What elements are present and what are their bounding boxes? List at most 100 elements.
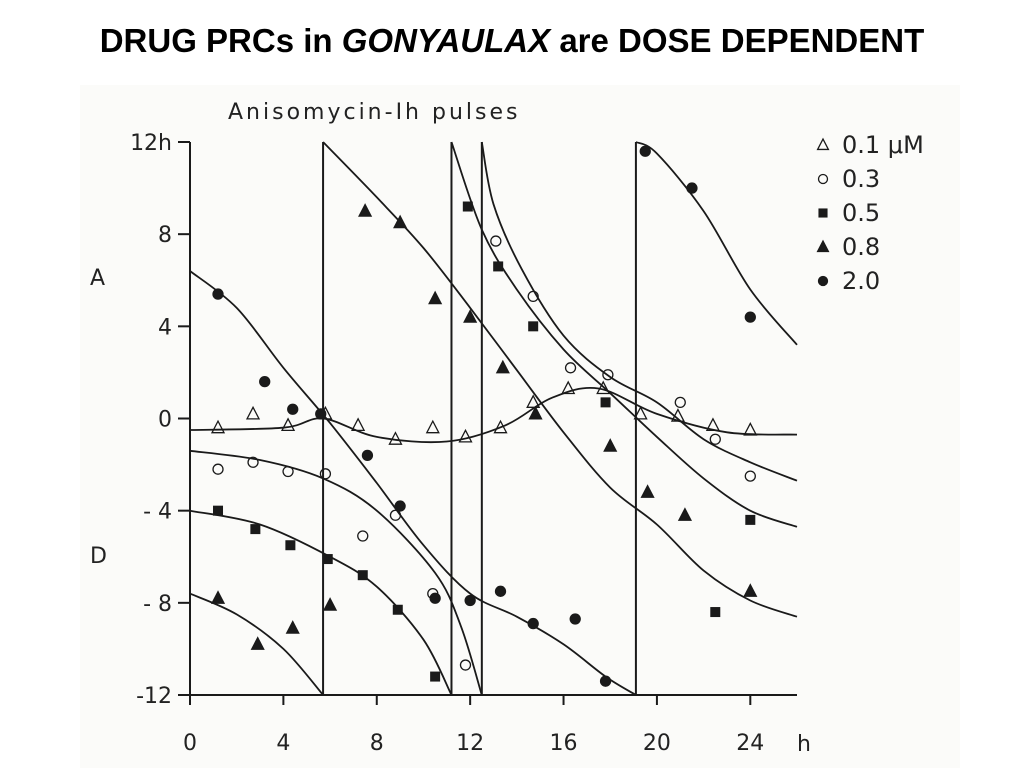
y-tick-label: 8 (158, 223, 172, 248)
data-point-series-2 (213, 505, 224, 516)
y-tick-label: -12 (136, 684, 172, 709)
data-point-series-2 (322, 554, 333, 565)
data-point-series-1 (459, 659, 472, 671)
data-point-series-3 (250, 636, 265, 650)
data-point-series-0 (210, 419, 226, 434)
phase-response-chart: Anisomycin-Ih pulses A D h 12h 8 4 0 - 4 - 8 -… (90, 100, 924, 757)
x-tick-label: 0 (183, 731, 197, 756)
title-italic: GONYAULAX (341, 22, 551, 59)
data-point-series-4 (394, 500, 406, 512)
fit-curve-series-2 (450, 141, 798, 528)
data-point-series-0 (526, 394, 541, 408)
legend-marker-4 (817, 275, 829, 287)
data-point-series-4 (315, 408, 327, 420)
x-tick-label: 8 (370, 731, 384, 756)
data-point-series-0 (351, 417, 366, 432)
data-point-series-3 (323, 597, 338, 611)
legend-label-3: 0.8 (842, 233, 880, 261)
data-point-series-3 (463, 309, 478, 323)
data-point-series-1 (564, 362, 577, 374)
x-tick-label: 24 (736, 731, 764, 756)
data-point-series-4 (527, 617, 539, 630)
data-point-series-1 (490, 235, 502, 247)
figure-panel: Anisomycin-Ih pulses A D h 12h 8 4 0 - 4 - 8 -… (80, 85, 960, 768)
x-axis-label: h (797, 732, 811, 757)
data-point-series-1 (674, 396, 686, 409)
data-point-series-2 (392, 604, 403, 615)
data-point-series-4 (212, 288, 224, 300)
x-tick-label: 20 (643, 731, 671, 756)
data-point-series-3 (210, 590, 226, 604)
data-point-series-3 (358, 203, 373, 217)
y-tick-label: 0 (158, 408, 172, 433)
data-point-series-0 (561, 380, 576, 395)
data-point-series-0 (633, 405, 648, 420)
data-point-series-3 (285, 620, 300, 634)
data-point-series-4 (599, 675, 612, 687)
data-point-series-0 (458, 428, 473, 443)
data-point-series-4 (569, 613, 581, 625)
data-point-series-3 (743, 583, 758, 597)
data-point-series-4 (686, 182, 698, 194)
fit-curve-series-2 (189, 509, 453, 696)
data-point-series-3 (603, 438, 618, 452)
data-point-series-1 (744, 470, 756, 482)
fit-curve-series-1 (480, 141, 798, 482)
data-point-series-2 (462, 201, 473, 212)
data-points (210, 145, 758, 687)
fit-curve-series-0 (189, 386, 798, 444)
fit-curve-series-1 (189, 449, 483, 696)
data-point-series-1 (389, 509, 402, 521)
fit-curve-series-4 (635, 141, 798, 346)
data-point-series-0 (425, 419, 440, 434)
data-point-series-3 (640, 484, 655, 498)
legend-label-1: 0.3 (842, 165, 880, 193)
data-point-series-3 (677, 507, 693, 521)
fit-curve-series-4 (189, 270, 637, 696)
data-point-series-2 (285, 540, 296, 551)
axes: 12h 8 4 0 - 4 - 8 -12 0 4 8 12 16 20 24 (130, 131, 797, 756)
data-point-series-2 (493, 261, 504, 272)
legend-label-4: 2.0 (842, 267, 880, 295)
data-point-series-0 (670, 408, 686, 422)
data-point-series-1 (282, 465, 294, 478)
fit-curve-series-3 (189, 592, 324, 696)
data-point-series-0 (388, 431, 403, 445)
y-tick-label: 12h (130, 131, 172, 156)
slide-title: DRUG PRCs in GONYAULAX are DOSE DEPENDEN… (0, 22, 1024, 60)
data-point-series-4 (429, 592, 441, 604)
legend-label-2: 0.5 (842, 199, 880, 227)
data-point-series-4 (259, 375, 271, 388)
data-point-series-3 (393, 214, 408, 229)
legend-marker-1 (817, 173, 829, 185)
data-point-series-0 (245, 405, 261, 420)
x-tick-label: 4 (276, 731, 290, 756)
fitted-curves (189, 141, 798, 696)
legend: 0.1 μM 0.3 0.5 0.8 2.0 (816, 131, 924, 295)
data-point-series-2 (357, 570, 368, 581)
data-point-series-1 (357, 530, 369, 542)
data-point-series-2 (250, 524, 261, 535)
data-point-series-0 (743, 422, 758, 436)
delay-label: D (90, 544, 107, 569)
data-point-series-4 (464, 594, 476, 607)
data-point-series-2 (528, 321, 539, 332)
data-point-series-1 (212, 463, 224, 475)
data-point-series-0 (596, 380, 611, 395)
data-point-series-2 (600, 397, 611, 408)
x-tick-label: 12 (456, 731, 484, 756)
data-point-series-3 (495, 359, 510, 374)
x-tick-label: 16 (550, 731, 578, 756)
data-point-series-1 (527, 290, 539, 303)
title-part1: DRUG PRCs in (99, 22, 342, 59)
data-point-series-1 (319, 468, 332, 480)
data-point-series-0 (705, 417, 721, 432)
data-point-series-0 (280, 417, 296, 432)
advance-label: A (90, 266, 105, 291)
data-point-series-1 (602, 369, 614, 381)
y-tick-label: 4 (158, 315, 172, 340)
y-tick-label: - 8 (143, 592, 172, 617)
data-point-series-1 (709, 433, 721, 445)
legend-marker-0 (816, 137, 830, 151)
data-point-series-1 (247, 456, 259, 468)
